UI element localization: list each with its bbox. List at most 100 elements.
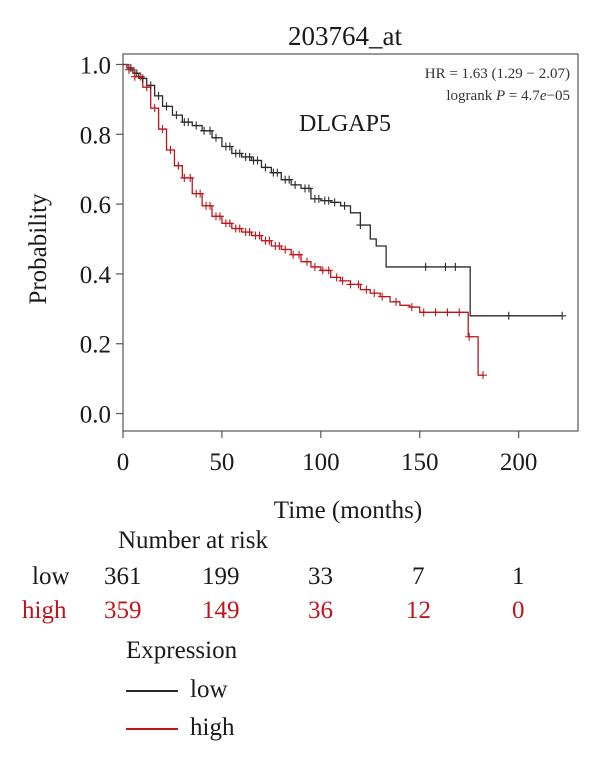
censor-mark-low: [192, 121, 201, 130]
risk-cell: 359: [104, 597, 142, 624]
y-axis-label: Probability: [25, 193, 52, 305]
y-tick-label: 0.4: [80, 262, 112, 289]
censor-mark-high: [302, 257, 311, 266]
logrank-e: e: [540, 88, 547, 104]
risk-row-label: low: [32, 563, 70, 590]
censor-mark-high: [281, 245, 290, 254]
risk-cell: 12: [406, 597, 431, 624]
censor-mark-low: [154, 91, 163, 100]
censor-mark-high: [370, 289, 379, 298]
censor-mark-low: [324, 196, 333, 205]
censor-mark-high: [196, 189, 205, 198]
censor-mark-low: [261, 163, 270, 172]
risk-cell: 7: [412, 563, 425, 590]
risk-table-title: Number at risk: [118, 527, 268, 554]
plot-frame: [122, 53, 579, 432]
censor-mark-low: [340, 201, 349, 210]
y-tick-label: 0.6: [80, 192, 111, 219]
censor-mark-low: [132, 69, 141, 78]
survival-chart: 203764_at 0.0 0.2 0.4 0.6 0.8 1.0 0 50 100 150 20…: [25, 21, 579, 524]
censor-mark-high: [443, 308, 452, 317]
censor-mark-low: [285, 175, 294, 184]
hr-annotation: HR = 1.63 (1.29 − 2.07): [425, 66, 570, 82]
risk-row-label: high: [22, 597, 67, 624]
censor-mark-high: [310, 262, 319, 271]
censor-mark-high: [245, 228, 254, 237]
censor-mark-low: [291, 180, 300, 189]
chart-title: 203764_at: [288, 21, 402, 51]
y-tick-label: 1.0: [80, 52, 111, 79]
x-tick-label: 50: [209, 449, 234, 476]
legend-label: low: [190, 676, 228, 703]
censor-mark-low: [314, 194, 323, 203]
risk-cell: 36: [308, 597, 333, 624]
censor-mark-high: [455, 308, 464, 317]
censor-mark-high: [346, 280, 355, 289]
risk-cell: 0: [512, 597, 525, 624]
risk-cell: 33: [308, 563, 333, 590]
censor-mark-low: [172, 111, 181, 120]
censor-mark-high: [392, 297, 400, 306]
y-tick-label: 0.2: [80, 332, 111, 359]
censor-mark-high: [206, 201, 215, 210]
gene-label: DLGAP5: [299, 111, 391, 137]
censor-marks: [124, 63, 567, 380]
censor-mark-low: [126, 63, 135, 72]
censor-mark-low: [235, 149, 244, 158]
censor-mark-high: [186, 173, 195, 182]
x-axis: 0 50 100 150 200: [117, 431, 538, 476]
censor-mark-low: [162, 102, 171, 111]
x-tick-label: 0: [117, 449, 130, 476]
censor-mark-low: [273, 168, 282, 177]
censor-mark-high: [136, 72, 145, 81]
y-axis: 0.0 0.2 0.4 0.6 0.8 1.0: [80, 52, 123, 429]
censor-mark-high: [265, 236, 274, 245]
censor-mark-low: [451, 262, 460, 271]
curve-high: [123, 63, 484, 376]
censor-mark-high: [225, 219, 234, 228]
legend-swatch-high: [126, 728, 178, 730]
censor-mark-low: [253, 156, 262, 165]
censor-mark-low: [184, 118, 193, 127]
x-tick-label: 100: [302, 449, 340, 476]
logrank-annotation: logrank P = 4.7e−05: [446, 88, 570, 104]
y-tick-label: 0.0: [80, 402, 111, 429]
censor-mark-low: [304, 184, 313, 193]
censor-mark-low: [421, 262, 430, 271]
censor-mark-high: [275, 241, 284, 250]
censor-mark-high: [324, 266, 333, 275]
censor-mark-high: [124, 65, 133, 74]
x-tick-label: 200: [500, 449, 538, 476]
censor-mark-high: [215, 212, 224, 221]
legend-title: Expression: [126, 637, 238, 664]
censor-mark-low: [206, 126, 215, 135]
censor-mark-low: [138, 74, 147, 83]
legend-label: high: [190, 714, 235, 741]
x-axis-label: Time (months): [274, 497, 422, 524]
risk-cell: 1: [512, 563, 525, 590]
risk-cell: 149: [202, 597, 240, 624]
censor-mark-high: [407, 303, 416, 312]
censor-mark-low: [504, 311, 513, 320]
censor-mark-low: [441, 262, 450, 271]
y-tick-label: 0.8: [80, 122, 111, 149]
censor-mark-high: [419, 308, 428, 317]
risk-cell: 199: [202, 563, 240, 590]
logrank-prefix: logrank: [446, 88, 496, 104]
x-tick-label: 150: [401, 449, 439, 476]
logrank-exponent: −05: [547, 88, 570, 104]
risk-row-low: low 361 199 33 7 1: [0, 563, 600, 595]
risk-cell: 361: [104, 563, 142, 590]
censor-mark-high: [166, 145, 175, 154]
censor-mark-high: [354, 280, 363, 289]
logrank-p: P: [495, 88, 505, 104]
censor-mark-high: [362, 285, 371, 294]
censor-mark-high: [174, 161, 183, 170]
censor-mark-high: [338, 276, 347, 285]
censor-mark-high: [465, 332, 474, 341]
censor-mark-low: [225, 142, 234, 151]
censor-mark-low: [558, 311, 567, 320]
censor-mark-high: [431, 308, 440, 317]
censor-mark-high: [295, 250, 304, 259]
censor-mark-high: [142, 83, 151, 92]
